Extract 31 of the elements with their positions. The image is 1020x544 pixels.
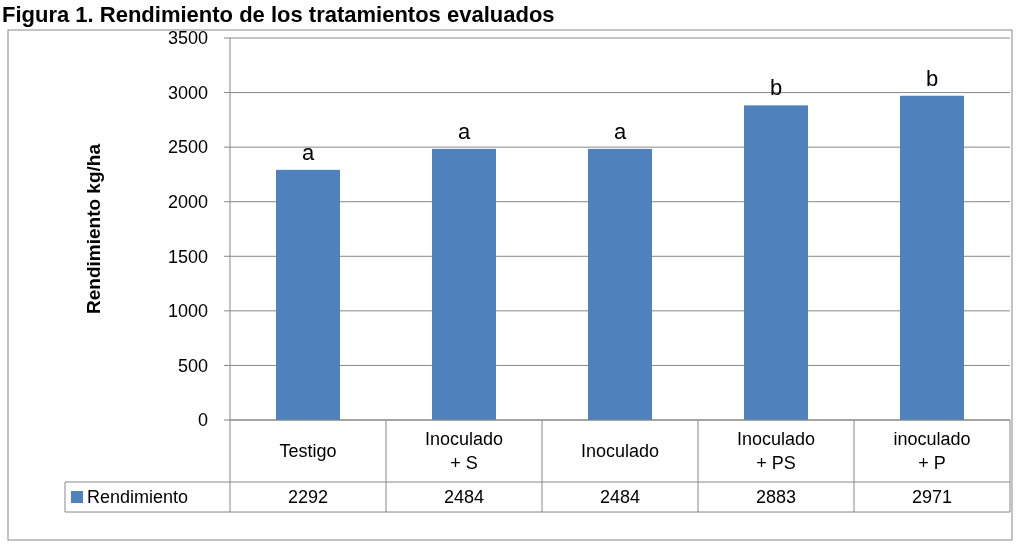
x-tick-label: Inoculado + PS (736, 429, 816, 474)
x-tick-label: Testigo (279, 441, 337, 462)
bar (276, 169, 340, 420)
x-tick-label: inoculado + P (893, 429, 971, 474)
legend-label: Rendimiento (87, 487, 189, 508)
bar (588, 148, 652, 420)
chart-title: Figura 1. Rendimiento de los tratamientos evaluados (2, 2, 555, 27)
y-tick-label: 3000 (167, 82, 208, 103)
bar (432, 148, 496, 420)
data-label: 2484 (443, 487, 485, 508)
y-tick-label: 2500 (167, 137, 208, 158)
y-tick-label: 1500 (167, 246, 208, 267)
y-tick-label: 500 (177, 355, 208, 376)
data-label: 2292 (287, 487, 329, 508)
bar (744, 105, 808, 420)
x-tick-label: Inoculado (580, 441, 660, 462)
y-tick-label: 1000 (167, 301, 208, 322)
annotation: a (613, 118, 627, 144)
annotation: b (925, 65, 939, 91)
data-label: 2883 (755, 487, 797, 508)
annotation: a (457, 118, 471, 144)
bar (900, 95, 964, 420)
y-tick-label: 3500 (167, 28, 208, 49)
annotation: b (769, 75, 783, 101)
annotation: a (301, 139, 315, 165)
y-axis-title: Rendimiento kg/ha (83, 143, 104, 314)
x-tick-label: Inoculado + S (424, 429, 504, 474)
data-label: 2484 (599, 487, 641, 508)
y-tick-label: 2000 (167, 192, 208, 213)
data-label: 2971 (911, 487, 953, 508)
y-tick-label: 0 (197, 410, 208, 431)
